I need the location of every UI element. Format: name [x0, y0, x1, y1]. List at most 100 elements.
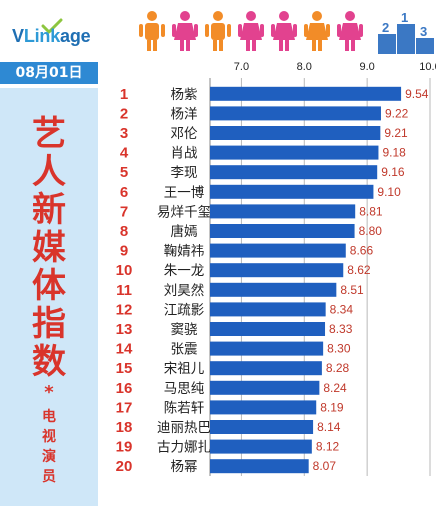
value-label: 9.10 — [377, 185, 401, 199]
value-label: 8.14 — [317, 420, 341, 434]
bar — [210, 224, 355, 238]
rank-number: 2 — [120, 105, 128, 122]
subtitle-char: 演 — [42, 449, 56, 465]
x-tick-label: 9.0 — [359, 61, 374, 73]
x-tick-label: 10.0 — [419, 61, 436, 73]
podium-third — [416, 38, 434, 54]
actor-name: 宋祖儿 — [164, 361, 205, 377]
person-icon — [205, 11, 231, 51]
bar — [210, 106, 381, 121]
title-char: 艺 — [32, 114, 66, 154]
value-label: 9.16 — [381, 165, 405, 179]
sidebar-title-panel: 艺 人 新 媒 体 指 数 * 电 视 演 员 — [0, 88, 98, 506]
actor-name: 陈若轩 — [164, 399, 205, 416]
value-label: 8.33 — [329, 322, 353, 336]
actor-name: 鞠婧祎 — [164, 244, 205, 260]
bar — [210, 420, 314, 434]
person-body — [211, 23, 225, 40]
value-label: 8.66 — [350, 244, 374, 258]
value-label: 8.62 — [347, 263, 371, 277]
rank-number: 18 — [116, 419, 133, 436]
value-label: 8.28 — [326, 361, 350, 375]
subtitle-char: 电 — [42, 409, 56, 425]
podium-label: 2 — [382, 20, 389, 35]
person-leg — [279, 40, 283, 51]
person-dress — [273, 23, 295, 40]
person-arm — [161, 24, 165, 37]
person-arm — [194, 24, 198, 37]
value-label: 8.19 — [320, 400, 344, 414]
person-head — [312, 11, 322, 21]
bar — [210, 126, 381, 140]
person-head — [345, 11, 355, 21]
podium-first — [397, 24, 415, 54]
bar — [210, 361, 322, 376]
checkmark-icon — [41, 18, 63, 34]
person-head — [147, 11, 157, 21]
value-label: 8.51 — [340, 283, 364, 297]
bar — [210, 302, 326, 317]
podium-icon: 213 — [378, 12, 434, 54]
person-arm — [139, 24, 143, 37]
title-char: 体 — [32, 266, 66, 306]
rank-number: 4 — [120, 145, 129, 162]
logo-text-part: Link — [23, 26, 61, 46]
bar — [210, 243, 346, 258]
person-dress — [174, 23, 196, 40]
person-leg — [246, 40, 250, 51]
title-char: 指 — [32, 304, 66, 344]
vlinkage-logo — [8, 10, 108, 50]
value-label: 9.54 — [405, 87, 429, 101]
title-char: 人 — [32, 152, 66, 192]
person-icon — [337, 11, 363, 51]
bar — [210, 263, 344, 278]
person-head — [279, 11, 289, 21]
rank-number: 12 — [116, 301, 133, 318]
person-leg — [318, 40, 322, 51]
logo-text: VLinkage — [12, 26, 91, 47]
actor-name: 易烊千玺 — [157, 204, 211, 220]
value-label: 9.21 — [384, 126, 408, 140]
bar — [210, 282, 337, 297]
bar — [210, 204, 356, 219]
person-leg — [180, 40, 184, 51]
rank-number: 17 — [116, 399, 133, 416]
person-arm — [271, 24, 275, 37]
people-icons — [139, 11, 363, 51]
rank-number: 16 — [116, 380, 133, 397]
actor-name: 杨洋 — [171, 106, 198, 122]
person-leg — [285, 40, 289, 51]
person-dress — [306, 23, 328, 40]
actor-name: 窦骁 — [171, 322, 198, 338]
actor-name: 李现 — [171, 165, 198, 181]
actor-name: 杨幂 — [171, 459, 198, 475]
value-label: 8.81 — [359, 204, 383, 218]
person-icon — [139, 11, 165, 51]
person-dress — [240, 23, 262, 40]
rank-number: 10 — [116, 262, 133, 279]
person-leg — [351, 40, 355, 51]
rank-number: 7 — [120, 203, 128, 220]
actor-name: 古力娜扎 — [157, 440, 211, 456]
rank-number: 9 — [120, 243, 128, 260]
value-label: 8.34 — [330, 302, 354, 316]
bar — [210, 459, 309, 474]
actor-name: 刘昊然 — [164, 282, 205, 299]
x-tick-label: 7.0 — [234, 61, 249, 73]
person-arm — [359, 24, 363, 37]
value-label: 8.07 — [313, 459, 337, 473]
bar — [210, 165, 378, 180]
title-star: * — [44, 382, 54, 403]
podium-label: 3 — [420, 24, 427, 39]
actor-name: 唐嫣 — [171, 223, 198, 240]
bar — [210, 322, 326, 336]
bar — [210, 400, 317, 415]
rank-number: 8 — [120, 223, 128, 240]
actor-name: 杨紫 — [171, 87, 198, 103]
person-body — [145, 23, 159, 40]
person-icon — [172, 11, 198, 51]
value-label: 8.30 — [327, 342, 351, 356]
rank-number: 15 — [116, 360, 133, 377]
person-leg — [153, 40, 157, 51]
logo-text-part: V — [12, 26, 24, 46]
